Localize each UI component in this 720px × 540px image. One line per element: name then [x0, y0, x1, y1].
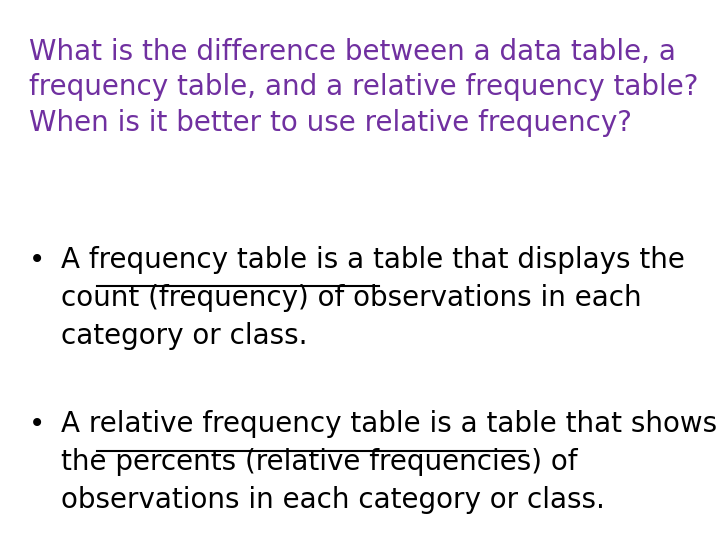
Text: •: •: [29, 410, 45, 438]
Text: A relative frequency table is a table that shows
the percents (relative frequenc: A relative frequency table is a table th…: [61, 410, 717, 514]
Text: A frequency table is a table that displays the
count (frequency) of observations: A frequency table is a table that displa…: [61, 246, 685, 349]
Text: •: •: [29, 246, 45, 274]
Text: What is the difference between a data table, a
frequency table, and a relative f: What is the difference between a data ta…: [29, 38, 698, 137]
